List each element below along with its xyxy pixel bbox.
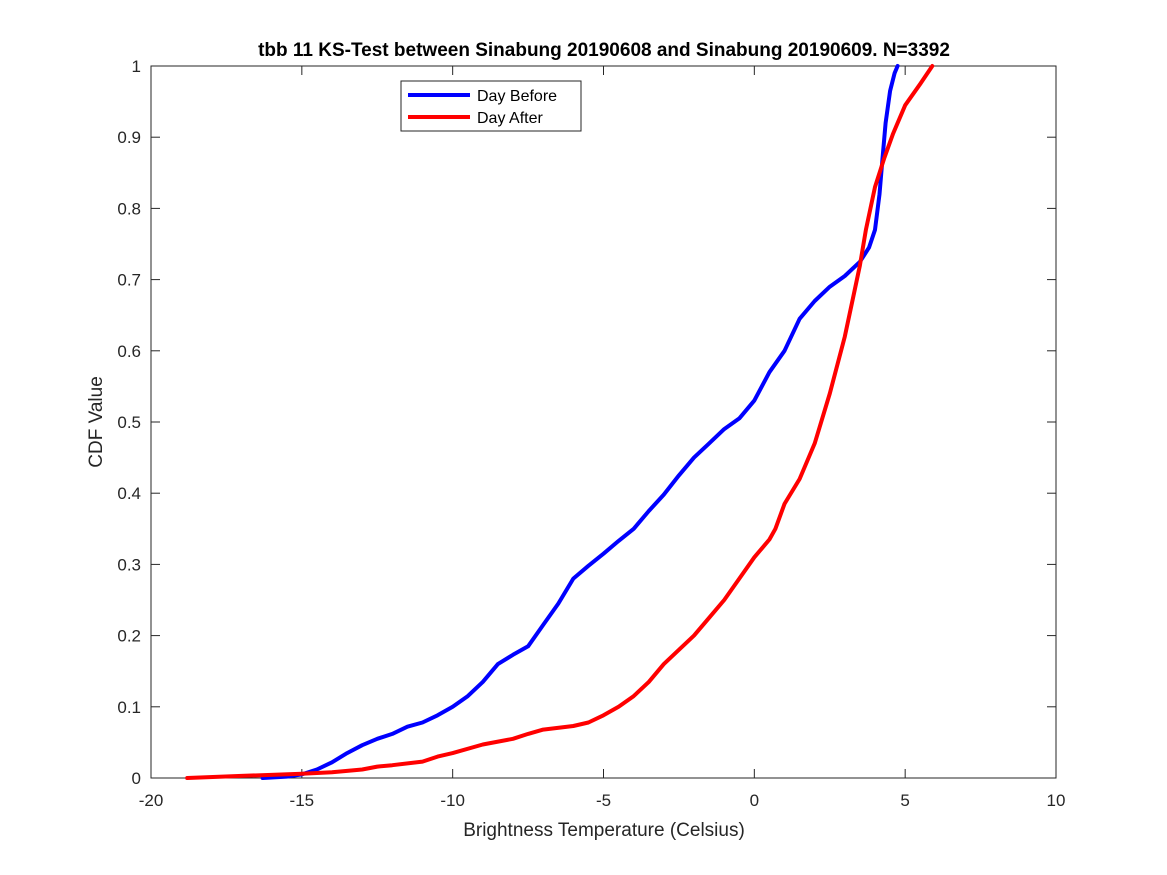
- y-tick-label: 0.3: [117, 555, 141, 574]
- y-axis-label: CDF Value: [86, 376, 107, 468]
- y-tick-label: 0.5: [117, 413, 141, 432]
- series-line-day-after: [185, 64, 935, 780]
- x-tick-label: 10: [1047, 791, 1066, 810]
- y-tick-label: 1: [132, 57, 141, 76]
- legend-box: [400, 80, 582, 132]
- x-tick-label: -10: [440, 791, 465, 810]
- x-tick-label: -5: [596, 791, 611, 810]
- x-tick-label: -15: [290, 791, 315, 810]
- y-tick-label: 0.2: [117, 627, 141, 646]
- x-tick-label: 5: [900, 791, 909, 810]
- series-lines: [185, 64, 935, 780]
- y-tick-label: 0.7: [117, 271, 141, 290]
- y-tick-label: 0: [132, 769, 141, 788]
- x-tick-label: -20: [139, 791, 164, 810]
- y-tick-label: 0.8: [117, 199, 141, 218]
- axis-ticks: -20 -15 -10 -5 0 5 10 0 0.1 0.2 0.3 0.4 0.5 0.6 0.7 0.8…: [117, 57, 1065, 810]
- y-tick-label: 0.9: [117, 128, 141, 147]
- y-tick-label: 0.4: [117, 484, 141, 503]
- legend: Day Before Day After: [400, 80, 582, 132]
- x-axis-label: Brightness Temperature (Celsius): [463, 820, 745, 841]
- legend-label-day-before: Day Before: [477, 88, 557, 105]
- y-tick-label: 0.6: [117, 342, 141, 361]
- chart-title: tbb 11 KS-Test between Sinabung 20190608…: [258, 40, 950, 61]
- legend-label-day-after: Day After: [477, 110, 543, 127]
- plot-area: [150, 65, 1057, 779]
- x-tick-label: 0: [750, 791, 759, 810]
- y-tick-label: 0.1: [117, 698, 141, 717]
